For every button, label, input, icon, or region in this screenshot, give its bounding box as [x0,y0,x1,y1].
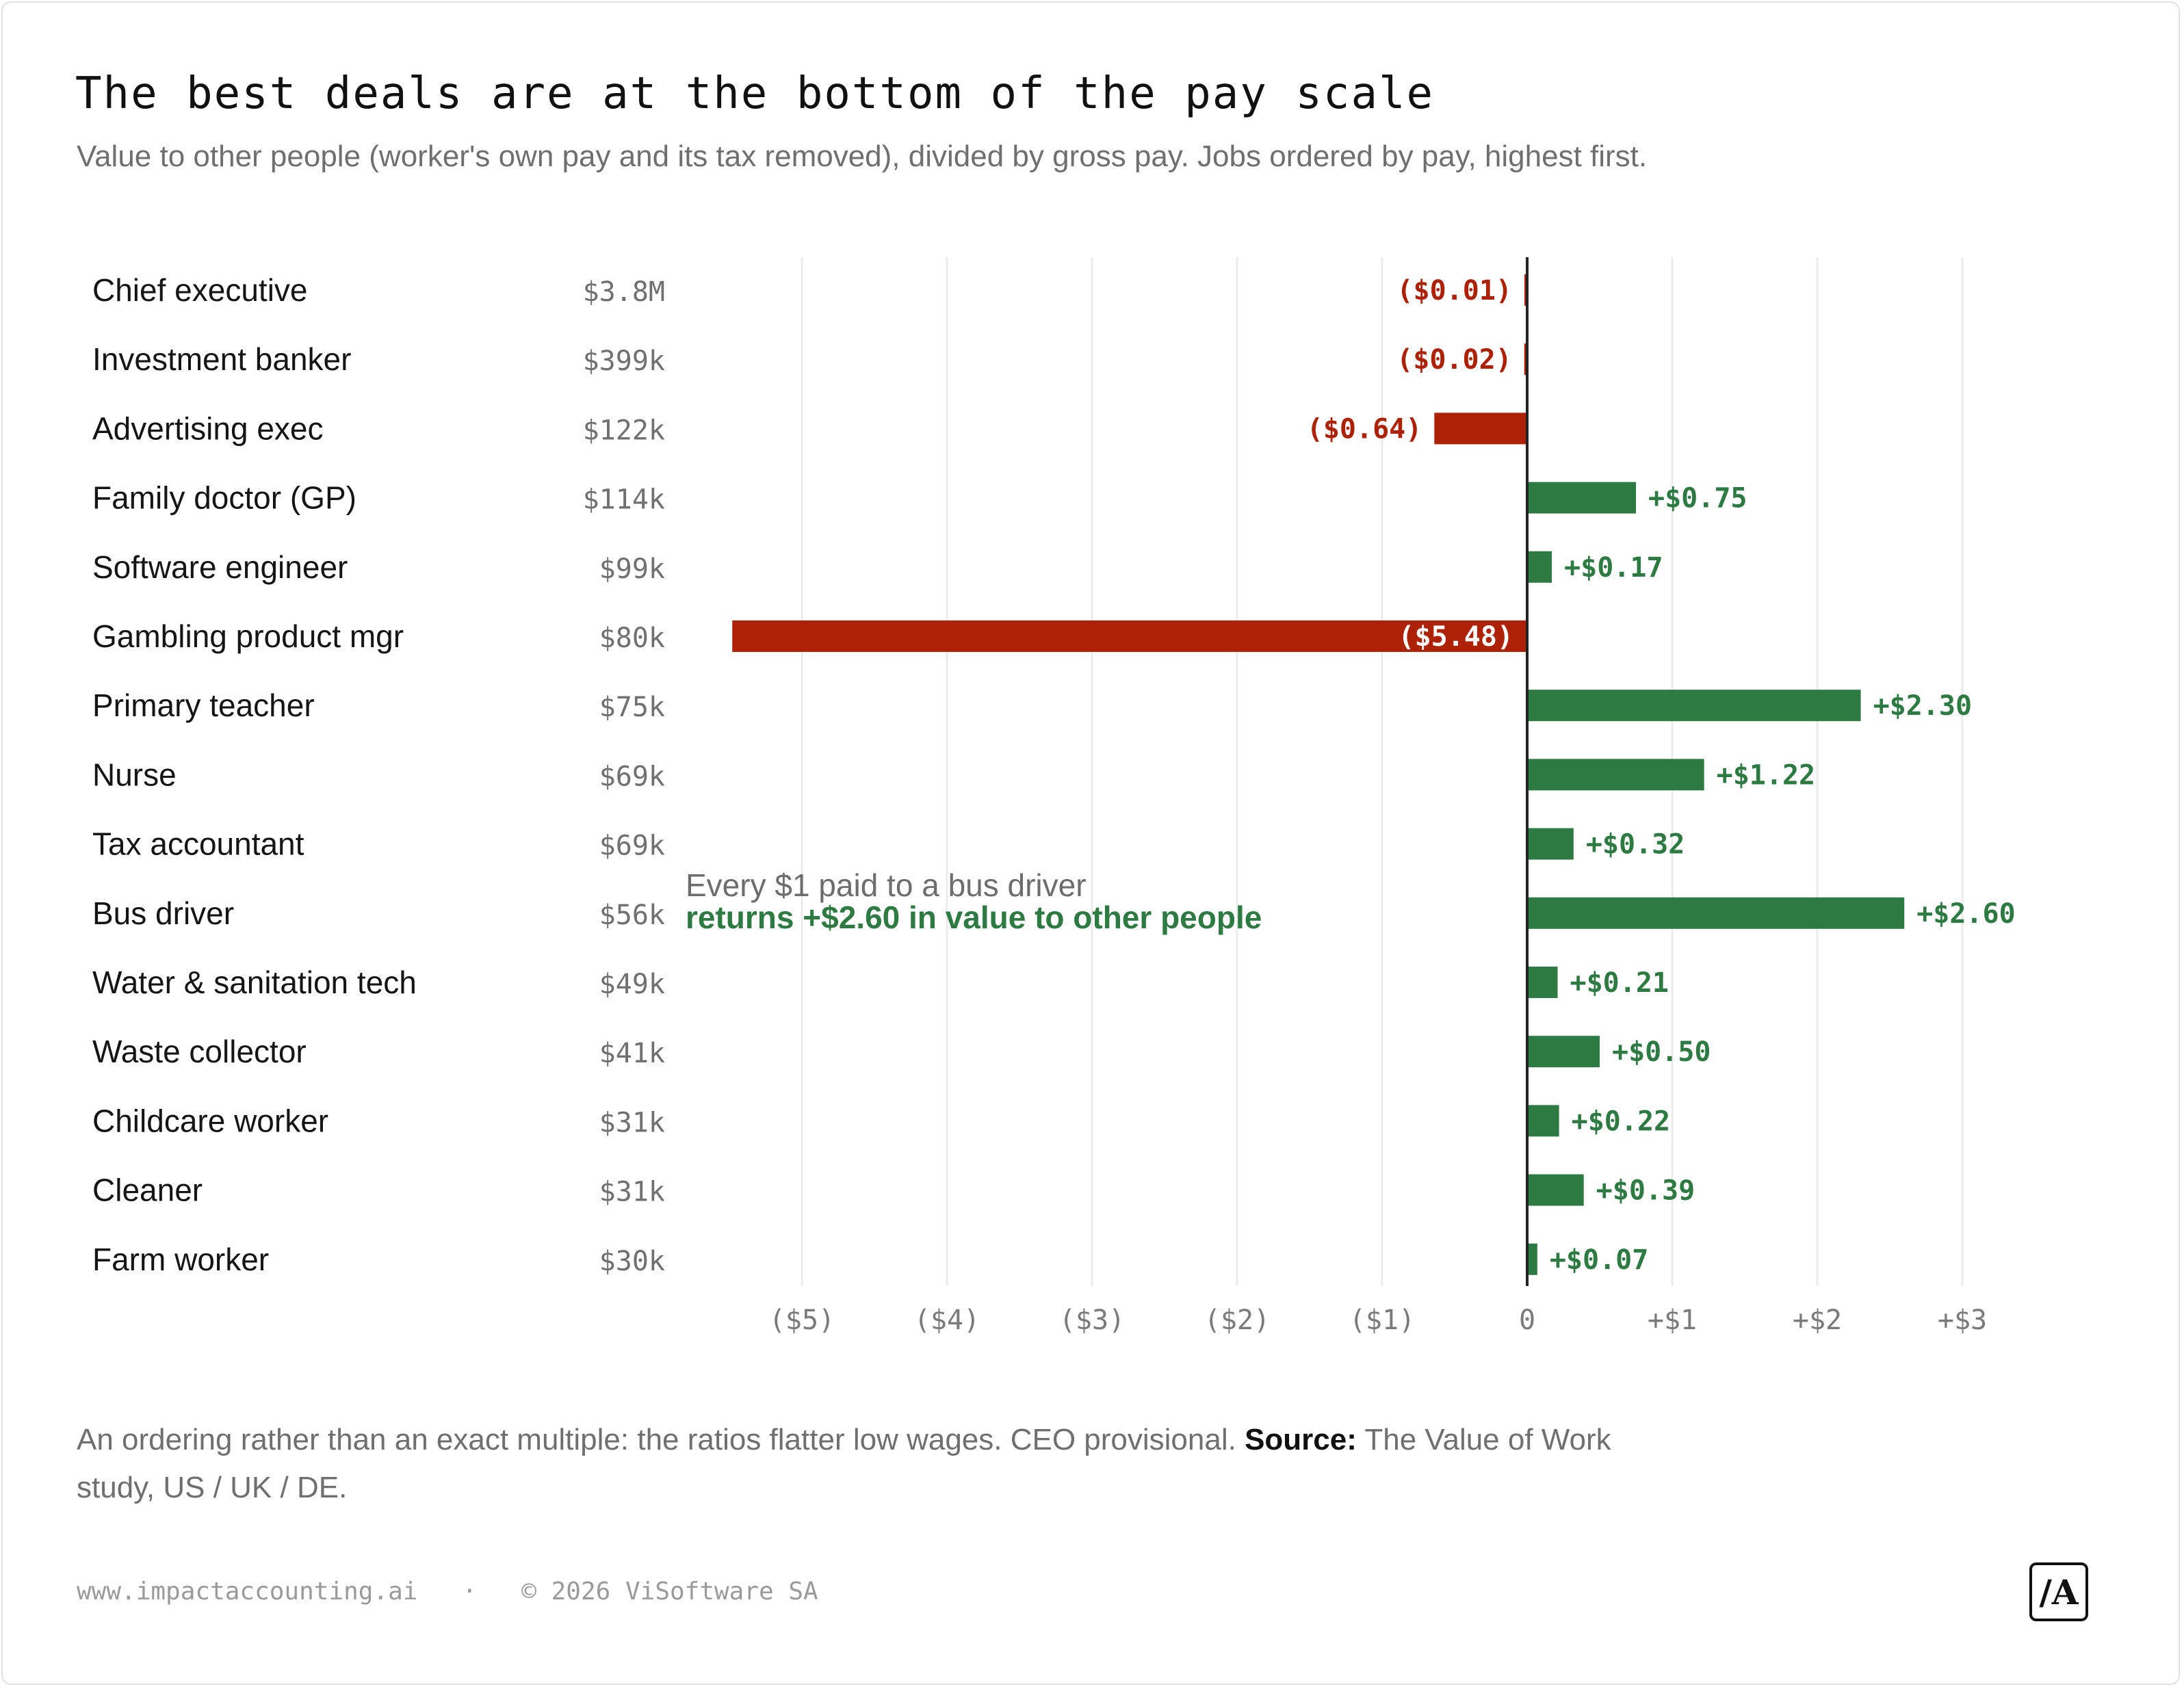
footer-separator: · [462,1577,478,1606]
annotation-line-1: Every $1 paid to a bus driver [686,867,1087,903]
category-label: Chief executive [92,272,308,308]
value-label: +$0.21 [1570,967,1669,999]
chart-title: The best deals are at the bottom of the … [75,68,1435,119]
value-label: +$0.17 [1564,552,1663,584]
bar [1524,343,1527,376]
x-tick-label: ($1) [1349,1305,1415,1336]
x-tick-label: +$2 [1793,1305,1842,1336]
pay-label: $69k [599,761,665,792]
bar [1527,1105,1559,1137]
category-label: Bus driver [92,895,234,931]
category-label: Gambling product mgr [92,618,404,654]
annotation-line-2: returns +$2.60 in value to other people [686,900,1262,935]
bar [1527,828,1574,860]
brand-logo: /A [2029,1562,2088,1621]
pay-label: $122k [583,415,665,446]
x-tick-label: +$1 [1648,1305,1697,1336]
pay-label: $31k [599,1177,665,1208]
x-axis: ($5) ($4) ($3) ($2) ($1) 0 +$1 +$2 +$3 [769,1305,1987,1336]
footnote-text: An ordering rather than an exact multipl… [77,1423,1236,1456]
bar [1527,551,1552,583]
bar [1527,967,1558,998]
value-label: +$0.32 [1586,829,1685,861]
value-label: ($0.64) [1307,413,1422,445]
grid-lines [801,257,1964,1286]
pay-label: $31k [599,1107,665,1138]
footnote: An ordering rather than an exact multipl… [77,1416,1623,1512]
category-label: Cleaner [92,1173,203,1208]
value-label: +$0.22 [1572,1105,1671,1137]
pay-label: $80k [599,623,665,654]
value-label: +$0.39 [1596,1175,1695,1207]
x-tick-label: ($3) [1059,1305,1125,1336]
chart-subtitle: Value to other people (worker's own pay … [77,140,1648,173]
pay-label: $75k [599,692,665,723]
pay-label: $56k [599,900,665,931]
x-tick-label: 0 [1519,1305,1535,1336]
pay-label: $3.8M [583,276,665,308]
value-label: +$0.07 [1550,1244,1649,1276]
footer: www.impactaccounting.ai · © 2026 ViSoftw… [77,1577,818,1606]
category-label: Family doctor (GP) [92,480,356,516]
x-tick-label: ($2) [1204,1305,1270,1336]
pay-label: $69k [599,830,665,862]
value-label: +$2.30 [1873,690,1973,722]
category-label: Childcare worker [92,1103,328,1138]
value-label: +$0.50 [1612,1036,1711,1068]
pay-label: $114k [583,484,665,516]
x-tick-label: ($4) [914,1305,980,1336]
bars [732,257,1905,1286]
bar-chart: Chief executive $3.8M ($0.01) Investment ba… [92,257,2016,1336]
bar [1527,1243,1537,1275]
category-label: Water & sanitation tech [92,965,417,1000]
value-label: +$2.60 [1916,898,2016,930]
value-label: ($5.48) [1398,621,1513,653]
bar [1527,1036,1600,1068]
bar [1527,690,1861,722]
category-label: Investment banker [92,341,351,377]
category-label: Waste collector [92,1034,307,1069]
footer-url: www.impactaccounting.ai [77,1577,418,1606]
pay-label: $41k [599,1038,665,1069]
pay-label: $99k [599,553,665,585]
x-tick-label: ($5) [769,1305,835,1336]
value-label: +$1.22 [1717,759,1816,791]
bar [732,620,1527,652]
bar [1527,1174,1584,1206]
category-label: Nurse [92,757,177,792]
pay-label: $399k [583,345,665,377]
pay-label: $49k [599,969,665,1000]
bar [1527,482,1636,514]
bar [1527,759,1704,791]
value-label: ($0.02) [1396,344,1512,376]
value-label: ($0.01) [1396,275,1512,306]
source-label: Source: [1245,1423,1357,1456]
category-label: Software engineer [92,549,348,585]
category-label: Farm worker [92,1242,269,1277]
row-labels: Chief executive $3.8M ($0.01) Investment ba… [92,272,2016,1277]
pay-label: $30k [599,1246,665,1277]
footer-copyright: © 2026 ViSoftware SA [521,1577,818,1606]
category-label: Primary teacher [92,688,315,723]
x-tick-label: +$3 [1938,1305,1987,1336]
category-label: Tax accountant [92,826,304,862]
category-label: Advertising exec [92,410,324,446]
bar [1434,413,1527,445]
source-text: The Value of Work study, US / UK / DE. [77,1423,1611,1504]
bar [1527,897,1905,929]
value-label: +$0.75 [1648,483,1747,514]
